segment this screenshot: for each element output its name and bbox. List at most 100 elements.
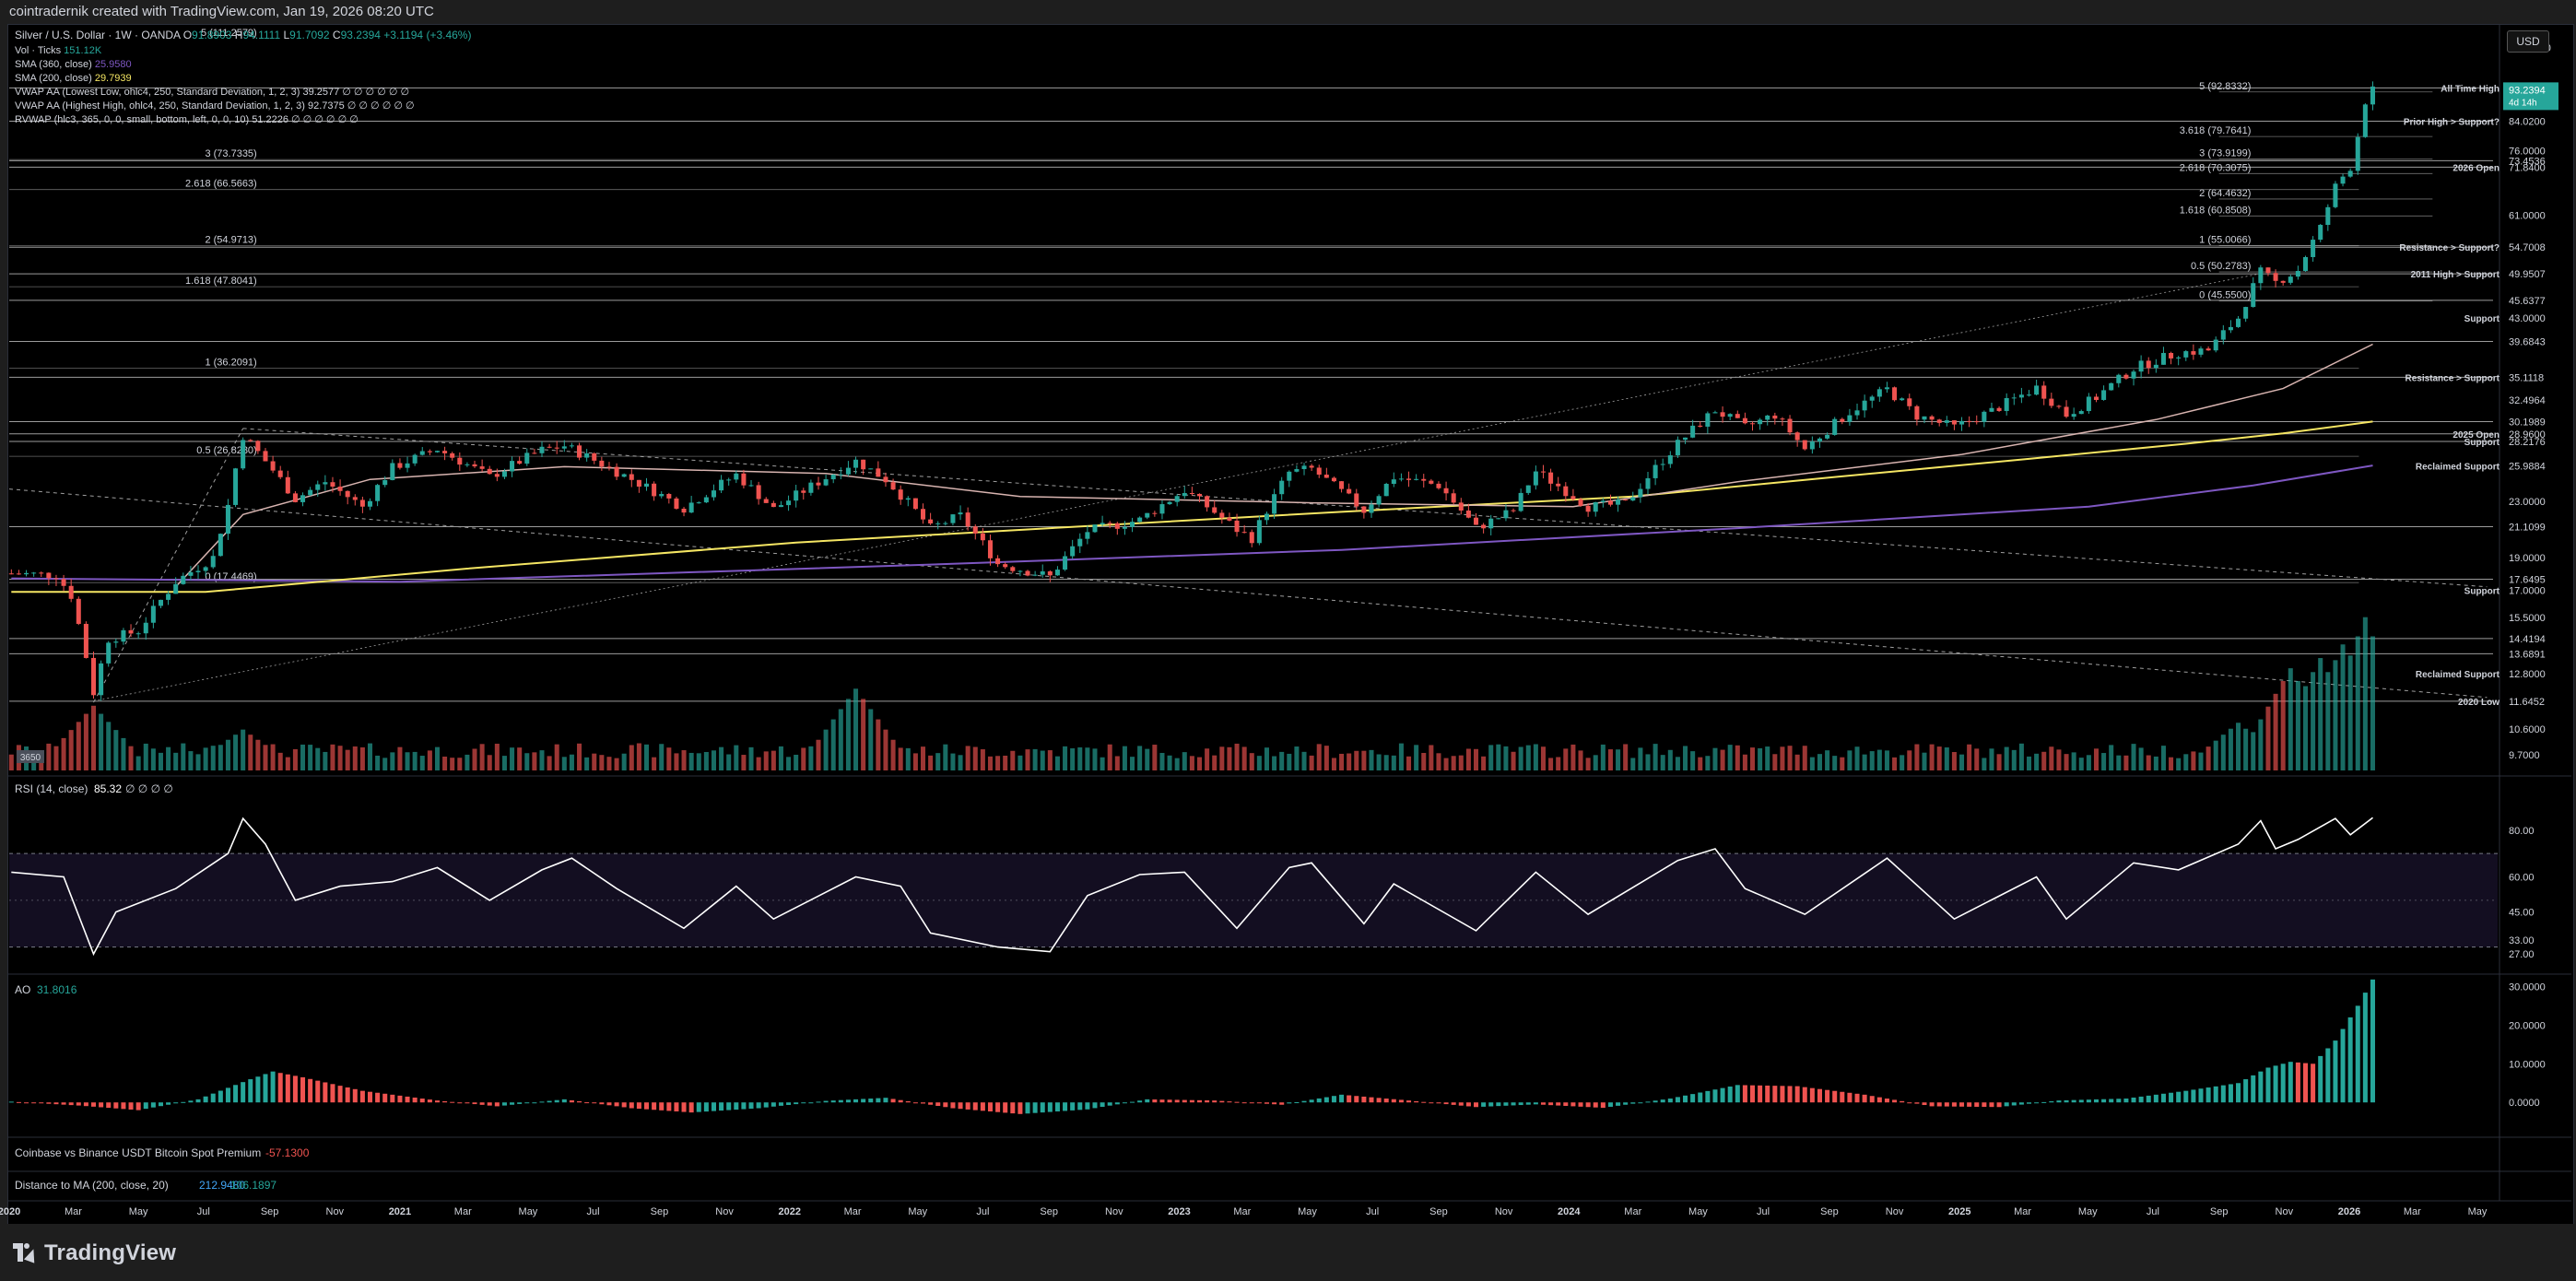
- price-axis-label: 28.2176: [2509, 437, 2546, 448]
- candle: [352, 494, 358, 506]
- volume-bar: [1936, 746, 1942, 770]
- ao-bar: [1287, 1102, 1292, 1104]
- candle: [1959, 417, 1965, 431]
- volume-bar: [681, 750, 687, 770]
- ao-bar: [1339, 1094, 1345, 1103]
- volume-bar: [337, 746, 343, 770]
- candle-body: [1974, 421, 1980, 423]
- candle: [53, 574, 59, 586]
- candle-body: [935, 523, 941, 524]
- volume-bar: [1085, 747, 1090, 770]
- volume-bar: [1205, 748, 1210, 770]
- candle-body: [1772, 415, 1778, 419]
- volume-bar: [308, 745, 313, 770]
- volume-badge-label: 3650: [20, 753, 41, 763]
- distance-ma-pane-value2: 106.1897: [230, 1179, 276, 1192]
- ao-bar: [263, 1074, 268, 1103]
- candle-body: [1667, 455, 1673, 464]
- ao-bar: [1556, 1102, 1561, 1106]
- price-axis-label: 61.0000: [2509, 211, 2546, 222]
- candle: [1272, 488, 1277, 520]
- ao-bar: [2183, 1090, 2189, 1103]
- candle: [1511, 508, 1516, 513]
- volume-bar: [868, 709, 874, 770]
- candle-body: [2258, 267, 2264, 284]
- ao-bar: [1600, 1102, 1606, 1109]
- volume-bar: [883, 729, 888, 770]
- volume-bar: [457, 758, 463, 770]
- ao-axis-label: 30.0000: [2509, 981, 2546, 993]
- candle-body: [1518, 492, 1523, 511]
- ao-bar: [1032, 1102, 1038, 1113]
- candle: [763, 497, 769, 503]
- candle: [554, 441, 559, 454]
- candle: [1256, 515, 1262, 546]
- ao-bar: [1914, 1102, 1920, 1104]
- ao-bar: [1294, 1102, 1300, 1104]
- indicator-legend: SMA (200, close) 29.7939: [15, 73, 132, 84]
- candle: [1040, 564, 1045, 578]
- candle: [337, 479, 343, 496]
- volume-bar: [987, 756, 993, 770]
- price-axis-label: 15.5000: [2509, 613, 2546, 624]
- volume-bar: [606, 757, 612, 770]
- volume-bar: [1092, 748, 1098, 770]
- time-axis-label: Jul: [1366, 1206, 1379, 1217]
- candle-body: [419, 451, 425, 455]
- ao-bar: [39, 1102, 44, 1104]
- candle: [2018, 387, 2024, 404]
- volume-bar: [898, 747, 903, 770]
- legend-field: Silver / U.S. Dollar · 1W · OANDA: [15, 29, 181, 41]
- candle: [203, 566, 208, 577]
- candle-body: [2243, 307, 2249, 319]
- volume-bar: [241, 729, 246, 770]
- candle: [434, 450, 440, 453]
- candle: [2236, 315, 2241, 328]
- candle-body: [241, 440, 246, 469]
- candle: [2138, 355, 2144, 379]
- candle-body: [405, 463, 410, 468]
- time-axis-label: Jul: [587, 1206, 600, 1217]
- currency-button[interactable]: USD: [2507, 30, 2549, 53]
- ao-bar: [1391, 1099, 1396, 1103]
- candle-body: [1705, 413, 1711, 427]
- candle-body: [1383, 484, 1389, 497]
- candle-body: [1907, 398, 1912, 406]
- candle-body: [1323, 475, 1329, 478]
- ao-bar: [2220, 1085, 2226, 1103]
- ao-bar: [1264, 1102, 1269, 1104]
- volume-bar: [928, 755, 934, 770]
- volume-bar: [1339, 753, 1345, 770]
- chart-frame[interactable]: [7, 24, 2574, 1226]
- candle: [606, 462, 612, 471]
- ao-bar: [763, 1102, 769, 1108]
- volume-bar: [539, 750, 545, 770]
- ao-bar: [2347, 1017, 2353, 1103]
- ao-bar: [928, 1102, 934, 1105]
- candle-body: [2116, 374, 2122, 383]
- volume-bar: [158, 752, 163, 770]
- volume-bar: [225, 739, 230, 770]
- volume-bar: [1892, 757, 1898, 770]
- candle: [501, 468, 507, 479]
- candle-body: [621, 474, 627, 477]
- candle: [1465, 503, 1471, 519]
- volume-bar: [950, 753, 956, 770]
- candle: [958, 505, 963, 521]
- candle-body: [2123, 374, 2129, 379]
- candle: [1451, 488, 1456, 505]
- candle: [1623, 499, 1629, 501]
- candle-body: [315, 484, 321, 490]
- distance-ma-pane-value: 212.9480: [199, 1179, 245, 1192]
- candle-body: [1070, 546, 1076, 557]
- volume-bar: [2340, 644, 2346, 770]
- legend-field: 91.7092: [289, 29, 330, 41]
- volume-bar: [61, 737, 66, 770]
- volume-bar: [1054, 756, 1060, 770]
- volume-bar: [584, 757, 590, 770]
- tradingview-logo[interactable]: TradingView: [13, 1239, 176, 1268]
- ao-bar: [1212, 1100, 1217, 1103]
- time-axis-label: Nov: [326, 1206, 345, 1217]
- candle-body: [1241, 532, 1247, 534]
